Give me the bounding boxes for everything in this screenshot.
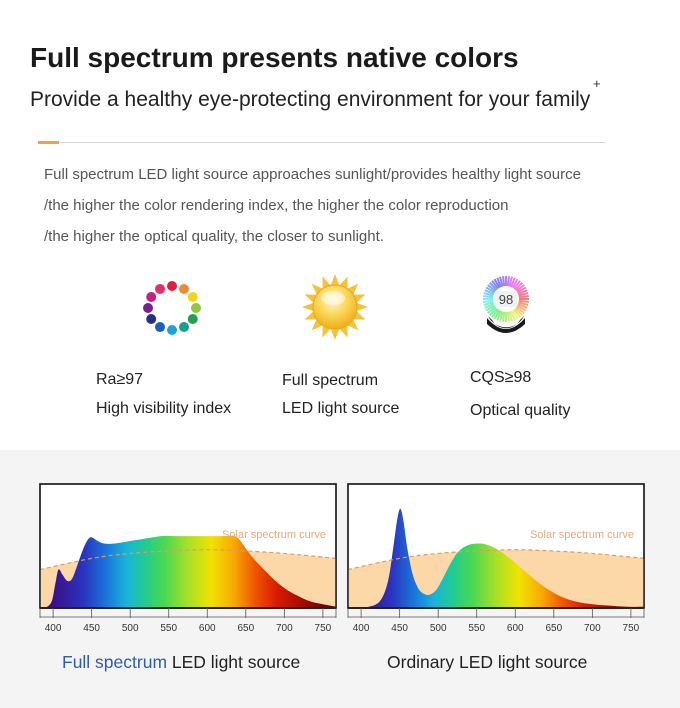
x-tick-label: 400 bbox=[45, 623, 62, 634]
color-dot bbox=[143, 303, 153, 313]
color-dot bbox=[187, 314, 198, 324]
ordinary-led-caption: Ordinary LED light source bbox=[387, 652, 588, 672]
x-tick-label: 650 bbox=[237, 623, 254, 634]
plus-mark: + bbox=[593, 76, 601, 91]
cqs-badge-text: 98 bbox=[499, 292, 513, 307]
description-line: /the higher the optical quality, the clo… bbox=[44, 228, 384, 245]
caption-highlight: Full spectrum bbox=[62, 652, 168, 672]
feature-spectrum-line2: LED light source bbox=[282, 400, 400, 417]
solar-spectrum-curve bbox=[347, 549, 645, 571]
color-dot bbox=[187, 292, 198, 302]
led-spectrum-area bbox=[348, 508, 644, 608]
color-dot bbox=[146, 292, 157, 302]
x-tick-label: 500 bbox=[122, 623, 139, 634]
solar-curve-label: Solar spectrum curve bbox=[222, 529, 326, 541]
color-dot bbox=[191, 303, 201, 313]
feature-cqs-value: CQS≥98 bbox=[470, 369, 532, 386]
x-tick-label: 750 bbox=[623, 623, 640, 634]
full-spectrum-caption: Full spectrum LED light source bbox=[62, 652, 300, 673]
color-dot bbox=[179, 322, 189, 333]
cqs-badge-icon: 98 bbox=[483, 276, 529, 333]
x-tick-label: 400 bbox=[353, 623, 370, 634]
x-tick-label: 700 bbox=[584, 623, 601, 634]
feature-spectrum-line1: Full spectrum bbox=[282, 372, 379, 389]
x-tick-label: 600 bbox=[199, 623, 216, 634]
caption-rest: LED light source bbox=[167, 652, 301, 672]
color-wheel-icon bbox=[143, 281, 201, 335]
page-title: Full spectrum presents native colors bbox=[30, 42, 519, 73]
accent-bar bbox=[38, 141, 59, 144]
page-subtitle: Provide a healthy eye-protecting environ… bbox=[30, 88, 591, 111]
x-tick-label: 450 bbox=[391, 623, 408, 634]
ordinary-led-chart: Solar spectrum curve 400 450 500 550 600 650 70… bbox=[347, 483, 645, 634]
feature-cqs-label: Optical quality bbox=[470, 402, 571, 419]
color-dot bbox=[155, 283, 165, 294]
color-dot bbox=[146, 314, 157, 324]
color-dot bbox=[167, 281, 177, 291]
sun-icon bbox=[302, 274, 368, 340]
color-dot bbox=[167, 325, 177, 335]
feature-ra-value: Ra≥97 bbox=[96, 371, 144, 388]
color-dot bbox=[179, 283, 189, 294]
description-line: /the higher the color rendering index, t… bbox=[44, 197, 509, 214]
x-tick-label: 550 bbox=[468, 623, 485, 634]
divider bbox=[59, 142, 605, 143]
color-dot bbox=[155, 322, 165, 333]
x-tick-label: 650 bbox=[545, 623, 562, 634]
feature-ra-label: High visibility index bbox=[96, 400, 232, 417]
led-spectrum-area bbox=[45, 535, 336, 608]
full-spectrum-chart: Solar spectrum curve 400 450 500 550 600 650 70… bbox=[39, 483, 337, 634]
x-tick-label: 550 bbox=[160, 623, 177, 634]
x-tick-label: 500 bbox=[430, 623, 447, 634]
x-tick-label: 700 bbox=[276, 623, 293, 634]
solar-curve-label: Solar spectrum curve bbox=[530, 529, 634, 541]
x-tick-label: 750 bbox=[315, 623, 332, 634]
x-tick-label: 600 bbox=[507, 623, 524, 634]
x-tick-label: 450 bbox=[83, 623, 100, 634]
description-line: Full spectrum LED light source approache… bbox=[44, 166, 581, 183]
solar-spectrum-curve bbox=[39, 549, 337, 571]
